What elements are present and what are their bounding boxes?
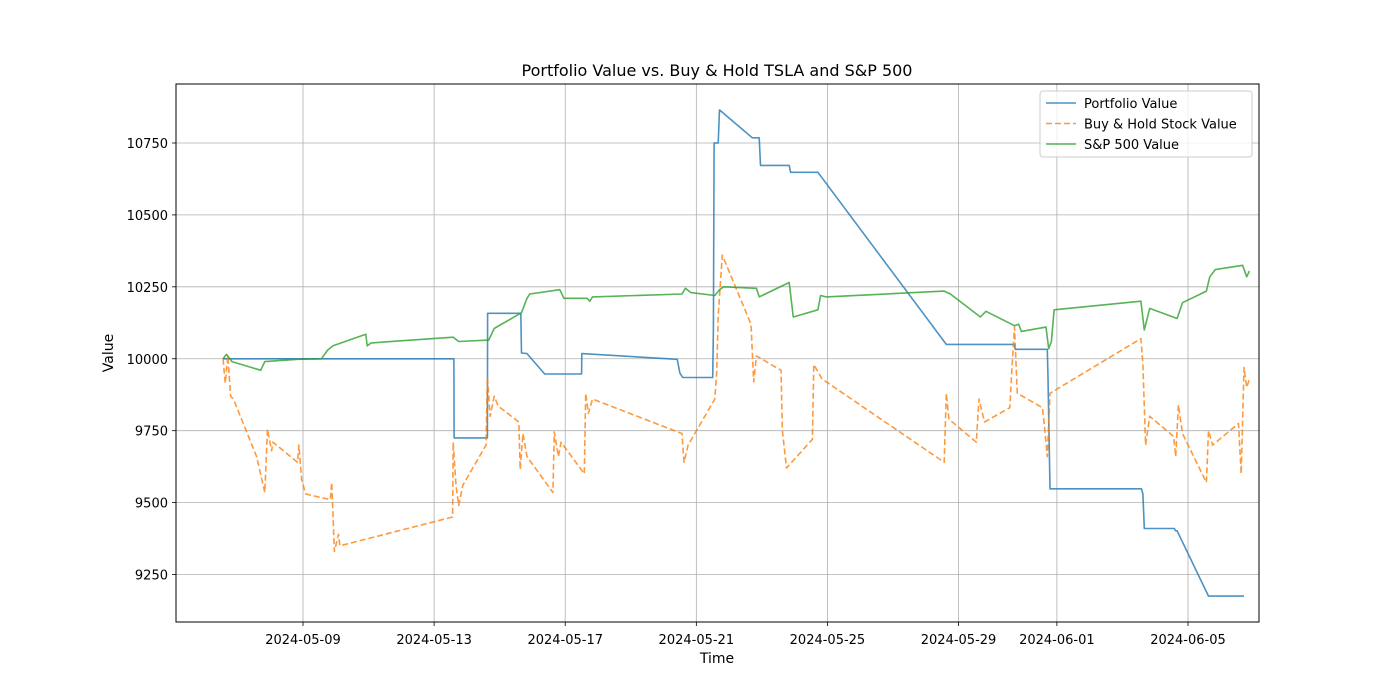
series-line-1 xyxy=(223,109,1244,597)
x-tick-label: 2024-05-09 xyxy=(265,633,341,648)
legend-box xyxy=(1039,90,1253,158)
x-tick-label: 2024-05-25 xyxy=(790,633,866,648)
y-tick-label: 9750 xyxy=(135,425,168,440)
plot-frame xyxy=(175,83,1260,623)
x-axis-ticks: 2024-05-09 2024-05-13 2024-05-17 2024-05-21… xyxy=(265,622,1226,648)
y-tick-label: 9250 xyxy=(135,569,168,584)
y-tick-label: 10500 xyxy=(127,209,168,224)
y-tick-label: 10250 xyxy=(127,281,168,296)
x-tick-label: 2024-05-21 xyxy=(659,633,735,648)
x-axis-title: Time xyxy=(699,651,734,667)
x-tick-label: 2024-05-29 xyxy=(921,633,997,648)
x-tick-label: 2024-05-17 xyxy=(527,633,603,648)
y-tick-label: 10750 xyxy=(127,137,168,152)
y-tick-label: 9500 xyxy=(135,497,168,512)
plot-series xyxy=(222,109,1251,597)
y-axis-ticks: 9250 9500 9750 10000 10250 10500 10750 xyxy=(127,137,176,584)
legend-label: Buy & Hold Stock Value xyxy=(1084,118,1237,133)
chart-title: Portfolio Value vs. Buy & Hold TSLA and … xyxy=(522,61,913,80)
legend-label: S&P 500 Value xyxy=(1084,138,1179,153)
x-tick-label: 2024-06-01 xyxy=(1019,633,1095,648)
series-line-3 xyxy=(222,264,1251,372)
x-tick-label: 2024-05-13 xyxy=(396,633,472,648)
legend-label: Portfolio Value xyxy=(1084,97,1177,112)
series-line-2 xyxy=(222,254,1251,553)
x-tick-label: 2024-06-05 xyxy=(1150,633,1226,648)
y-tick-label: 10000 xyxy=(127,353,168,368)
y-axis-title: Value xyxy=(101,334,117,372)
legend: Portfolio Value Buy & Hold Stock Value S&P… xyxy=(1039,90,1253,158)
